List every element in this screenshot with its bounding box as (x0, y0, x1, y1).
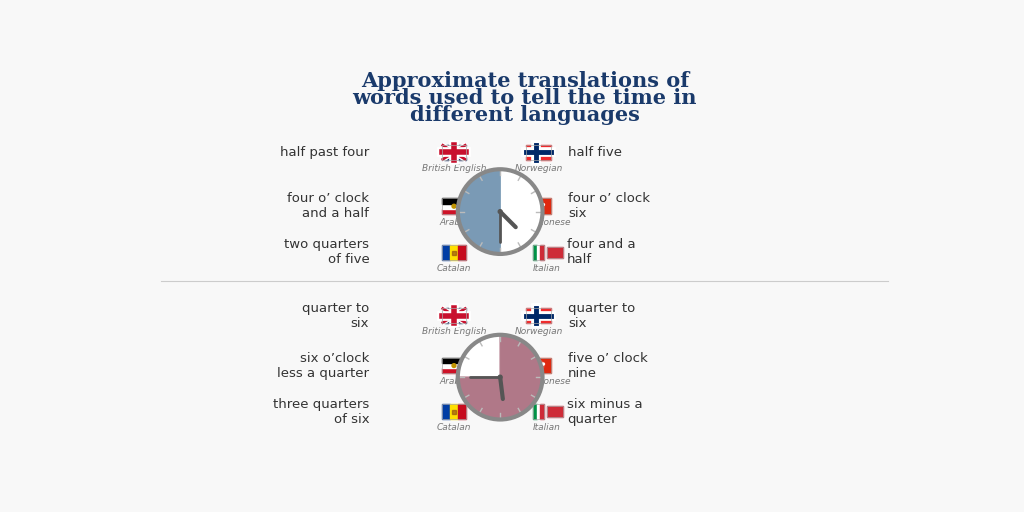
Text: Arabic: Arabic (439, 377, 468, 386)
Bar (441, 368, 466, 373)
Text: Catalan: Catalan (436, 423, 471, 432)
Bar (441, 404, 466, 419)
Circle shape (534, 360, 544, 371)
Bar (441, 199, 466, 214)
Bar (526, 199, 551, 214)
Text: HK Cantonese: HK Cantonese (507, 377, 570, 386)
Text: two quarters
of five: two quarters of five (285, 239, 370, 266)
Circle shape (534, 201, 544, 211)
Circle shape (452, 364, 456, 368)
Bar (547, 247, 562, 258)
Bar (441, 404, 450, 419)
Text: British English: British English (422, 164, 486, 173)
Text: different languages: different languages (410, 104, 640, 124)
Bar (534, 245, 544, 260)
Bar (441, 363, 466, 368)
Bar (441, 199, 466, 204)
Bar (441, 245, 450, 260)
Bar (547, 407, 562, 417)
Bar (537, 245, 541, 260)
Text: Italian: Italian (532, 423, 561, 432)
Bar (441, 308, 466, 323)
Bar (441, 209, 466, 214)
Bar (441, 144, 466, 160)
Circle shape (458, 169, 543, 254)
Bar (441, 245, 466, 260)
Text: quarter to
six: quarter to six (568, 302, 635, 330)
Text: four o’ clock
and a half: four o’ clock and a half (288, 192, 370, 220)
Bar (441, 144, 466, 160)
Bar (526, 308, 551, 323)
Text: quarter to
six: quarter to six (302, 302, 370, 330)
Text: six o’clock
less a quarter: six o’clock less a quarter (278, 352, 370, 379)
Bar (526, 199, 551, 214)
Bar (452, 410, 457, 414)
Text: words used to tell the time in: words used to tell the time in (352, 88, 697, 108)
Bar (547, 247, 562, 258)
Bar (534, 404, 544, 419)
Bar (526, 144, 551, 160)
Bar (526, 144, 551, 160)
Bar (458, 245, 466, 260)
Circle shape (499, 375, 502, 379)
Text: HK Cantonese: HK Cantonese (507, 218, 570, 227)
Bar (541, 404, 544, 419)
Text: half five: half five (568, 146, 622, 159)
Bar (541, 245, 544, 260)
Text: five o’ clock
nine: five o’ clock nine (568, 352, 647, 379)
Text: four o’ clock
six: four o’ clock six (568, 192, 650, 220)
Bar (526, 358, 551, 373)
Bar (534, 245, 537, 260)
Circle shape (452, 204, 456, 208)
Text: Approximate translations of: Approximate translations of (360, 71, 689, 91)
Bar (450, 404, 458, 419)
Circle shape (499, 210, 502, 214)
Bar (537, 404, 541, 419)
Bar (452, 251, 457, 254)
Bar (547, 407, 562, 417)
Circle shape (458, 335, 543, 419)
Text: Italian: Italian (532, 264, 561, 273)
Wedge shape (460, 171, 500, 252)
Bar (441, 204, 466, 209)
Text: half past four: half past four (280, 146, 370, 159)
Text: Norwegian: Norwegian (514, 164, 563, 173)
Text: six minus a
quarter: six minus a quarter (567, 398, 643, 426)
Text: Norwegian: Norwegian (514, 327, 563, 336)
Bar (526, 358, 551, 373)
Text: Catalan: Catalan (436, 264, 471, 273)
Bar (441, 358, 466, 363)
Text: four and a
half: four and a half (567, 239, 636, 266)
Text: Arabic: Arabic (439, 218, 468, 227)
Wedge shape (460, 336, 541, 418)
Bar (526, 308, 551, 323)
Bar (441, 308, 466, 323)
Bar (458, 404, 466, 419)
Bar (441, 358, 466, 373)
Bar (534, 404, 537, 419)
Text: three quarters
of six: three quarters of six (273, 398, 370, 426)
Bar (450, 245, 458, 260)
Text: British English: British English (422, 327, 486, 336)
